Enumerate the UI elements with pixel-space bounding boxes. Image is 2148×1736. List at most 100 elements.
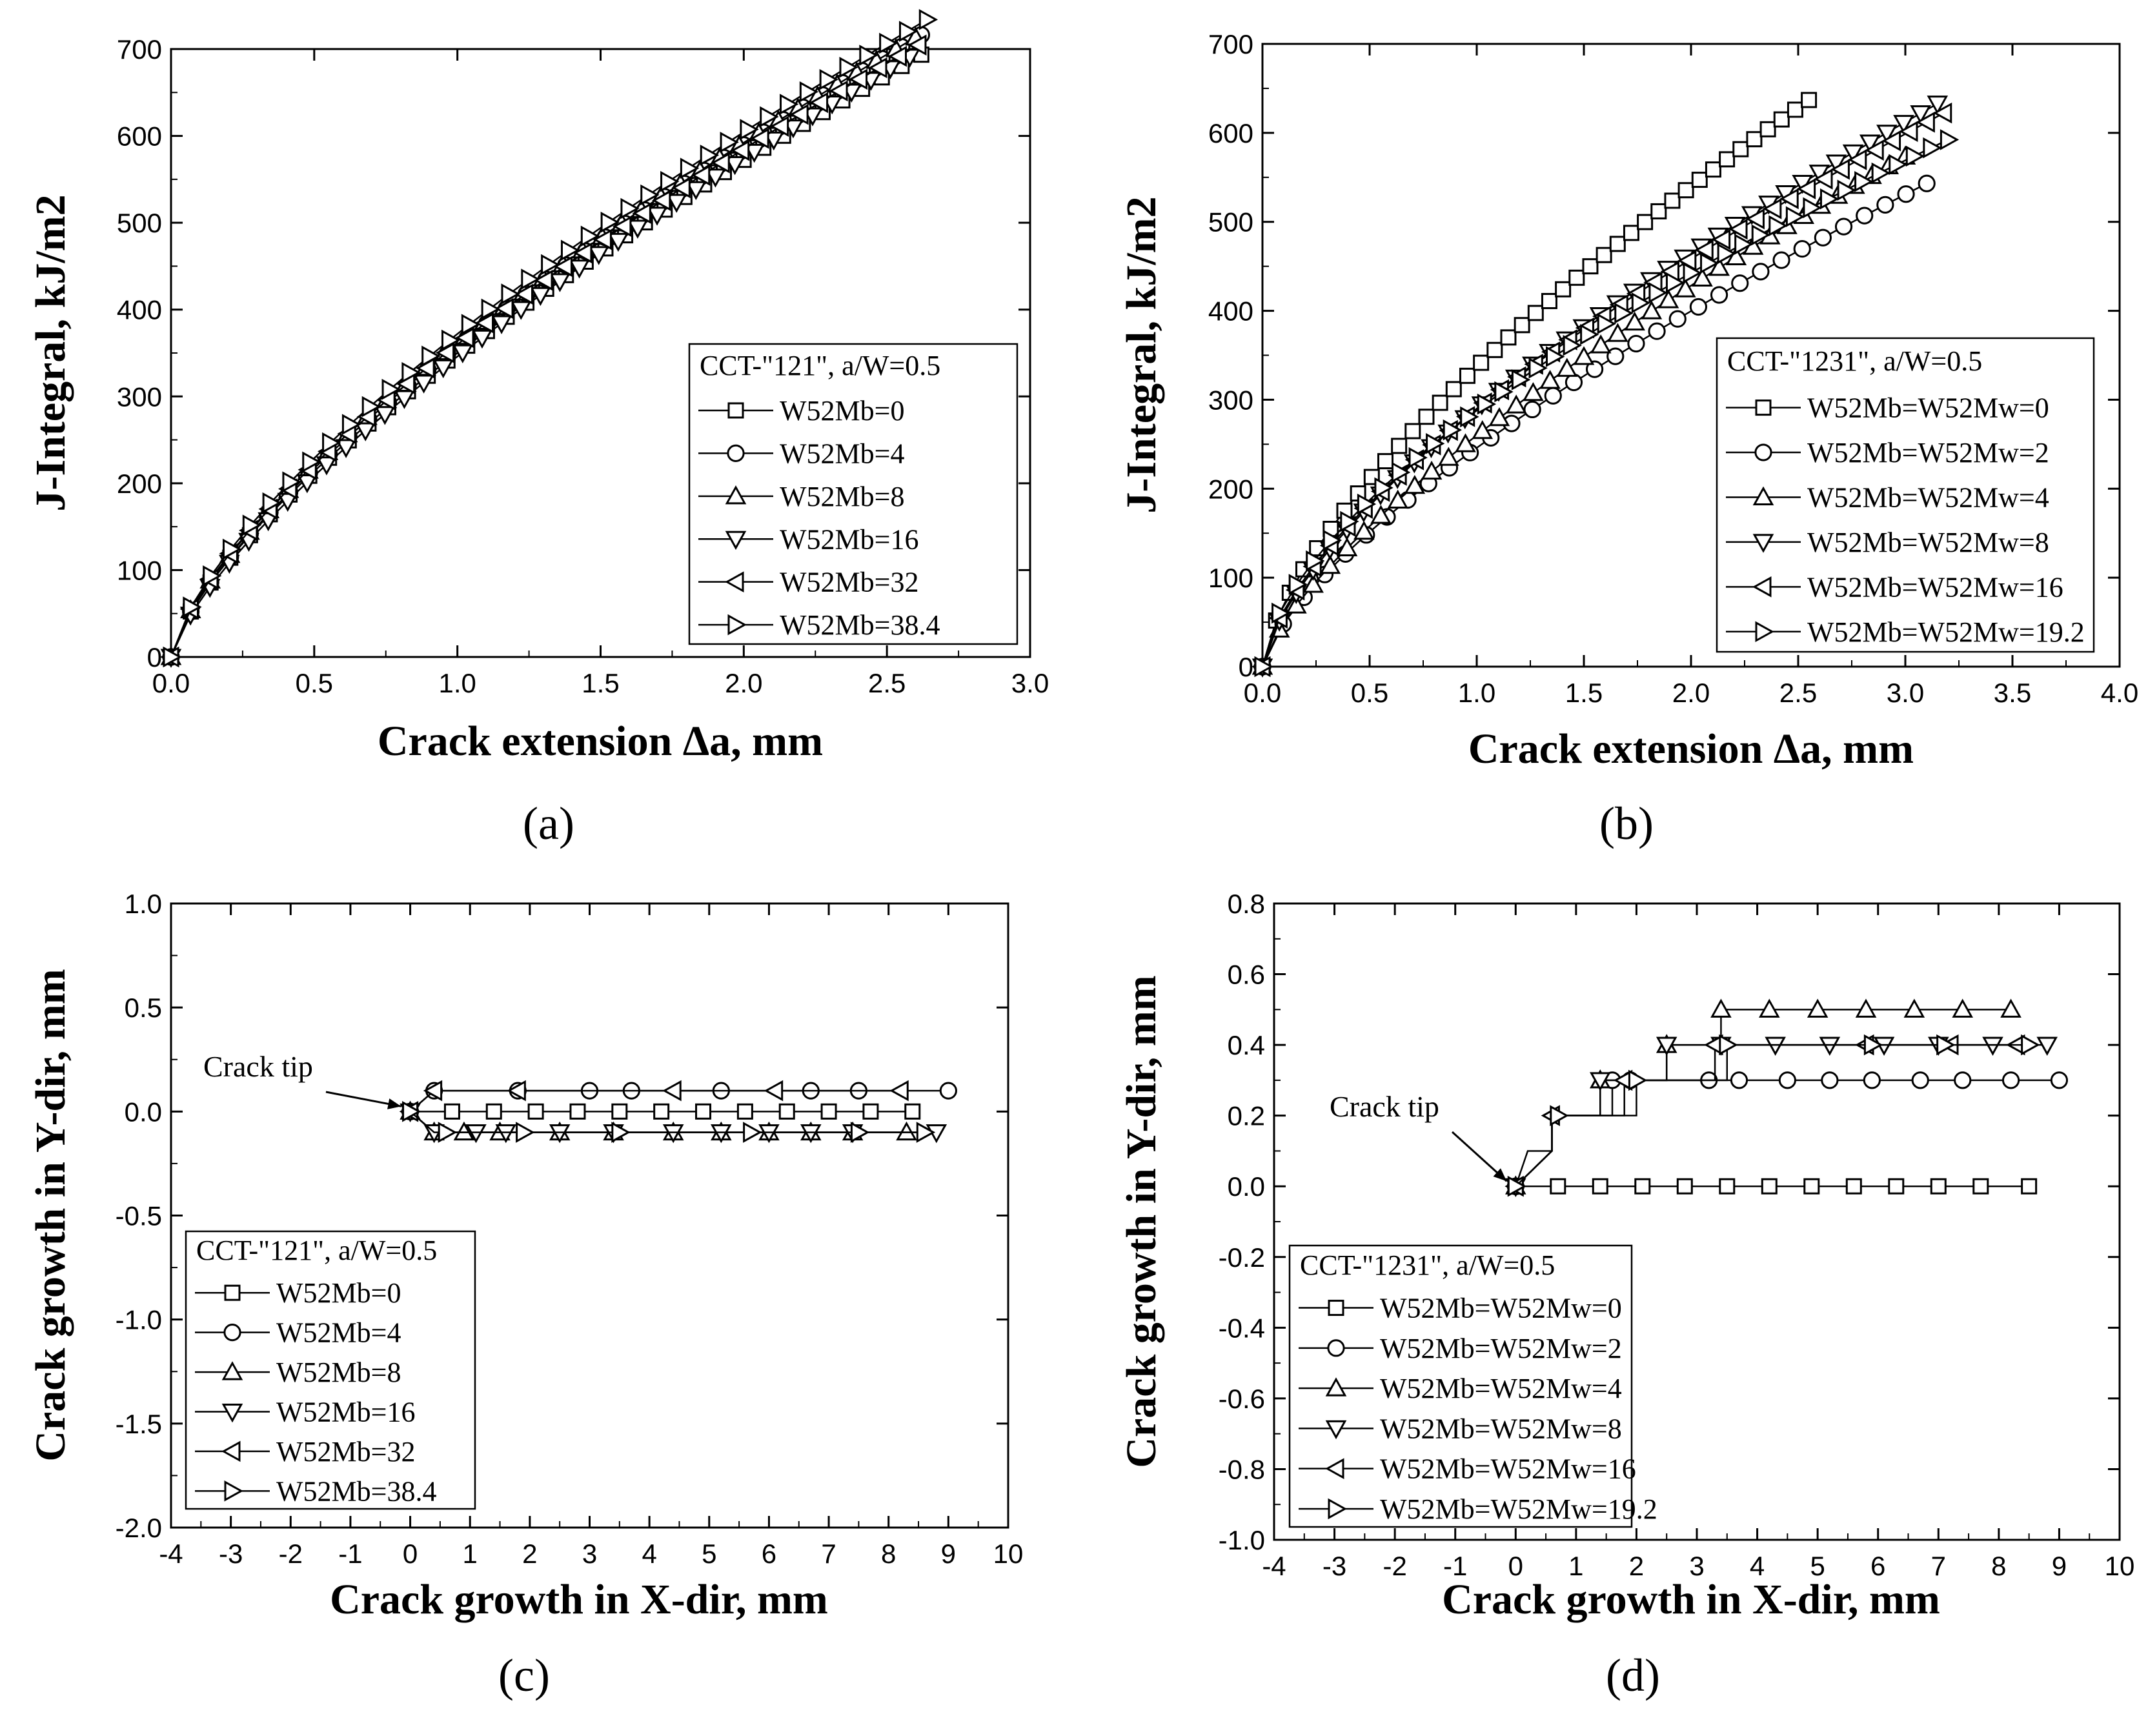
y-tick-label: 0.0: [125, 1096, 162, 1127]
data-point: [1286, 594, 1307, 614]
y-tick-label: 0.0: [1228, 1171, 1265, 1202]
data-point: [1719, 151, 1736, 168]
data-point: [1932, 102, 1952, 124]
data-point: [1657, 289, 1679, 308]
data-point: [2036, 1036, 2058, 1056]
data-point: [1677, 182, 1694, 199]
data-point: [530, 287, 551, 307]
chart-panel-b: 0.0 0.5 1.0 1.5 2.0 2.5 3.0 3.5 4.0 0 100 200 300 400…: [1118, 29, 2138, 849]
data-point: [1477, 393, 1497, 415]
data-point: [1731, 274, 1749, 292]
data-point: [569, 1103, 586, 1120]
data-point: [222, 538, 242, 560]
data-point: [516, 1122, 535, 1143]
legend-entry: W52Mb=0: [780, 395, 904, 427]
data-point: [724, 156, 745, 176]
data-point: [758, 1124, 780, 1144]
legend-entry: W52Mb=38.4: [780, 609, 940, 641]
data-point: [1596, 247, 1612, 263]
x-tick-label: 0.0: [152, 668, 190, 698]
data-point: [1859, 134, 1881, 154]
data-point: [1711, 228, 1731, 250]
data-point: [848, 68, 868, 90]
data-point: [494, 298, 514, 319]
x-tick-label: 9: [941, 1539, 956, 1569]
x-tick-label: -4: [1262, 1551, 1286, 1581]
data-point: [1863, 1071, 1881, 1089]
data-point: [573, 242, 593, 264]
legend-box: [688, 343, 1018, 645]
x-tick-label: 9: [2052, 1551, 2067, 1581]
y-tick-label: -0.6: [1219, 1384, 1265, 1414]
y-tick-label: 100: [117, 555, 162, 585]
data-point: [1725, 246, 1747, 265]
data-point: [1708, 257, 1730, 276]
data-point: [1803, 1178, 1820, 1195]
data-point: [1899, 121, 1918, 142]
data-point: [549, 273, 571, 292]
data-point: [1550, 1178, 1566, 1195]
data-point: [1871, 162, 1890, 184]
data-point: [1845, 1178, 1862, 1195]
crack-tip-annotation: Crack tip: [203, 1050, 313, 1083]
legend-marker: [725, 485, 747, 505]
data-point: [593, 228, 612, 250]
data-point: [1563, 334, 1582, 356]
x-tick-label: 1: [1568, 1551, 1583, 1581]
data-point: [1589, 1072, 1611, 1091]
data-point: [799, 81, 819, 103]
data-point: [438, 1122, 457, 1143]
x-axis-title: Crack growth in X-dir, mm: [330, 1576, 828, 1623]
data-point: [461, 314, 481, 336]
data-point: [1710, 286, 1728, 304]
data-point: [1322, 529, 1342, 551]
data-point: [1641, 300, 1663, 319]
x-tick-label: -1: [338, 1539, 362, 1569]
data-point: [1759, 121, 1776, 137]
data-point: [534, 270, 553, 291]
data-point: [485, 1103, 502, 1120]
legend-entry: W52Mb=32: [780, 567, 918, 598]
y-tick-label: 200: [117, 469, 162, 499]
x-tick-label: 0: [1508, 1551, 1523, 1581]
data-point: [1719, 1034, 1738, 1056]
legend-marker: [727, 402, 744, 419]
data-point: [1793, 239, 1811, 258]
data-point: [1683, 262, 1702, 284]
legend-marker: [1328, 1498, 1347, 1520]
series-line: [1515, 1044, 2029, 1187]
data-point: [394, 390, 415, 409]
data-point: [1772, 251, 1790, 269]
data-point: [789, 103, 809, 125]
data-point: [1758, 998, 1780, 1018]
x-tick-label: 8: [1991, 1551, 2006, 1581]
data-point: [481, 298, 501, 320]
data-point: [1745, 208, 1765, 230]
legend-marker: [725, 571, 744, 592]
data-point: [1459, 367, 1475, 384]
series-triangle-right: [402, 1101, 936, 1143]
data-point: [1438, 447, 1459, 466]
legend-entry: W52Mb=8: [276, 1357, 401, 1388]
y-tick-label: 0.6: [1228, 960, 1265, 990]
legend-entry: W52Mb=W52Mw=4: [1380, 1373, 1622, 1404]
data-point: [651, 190, 671, 211]
data-point: [613, 216, 632, 237]
data-point: [1796, 178, 1816, 199]
data-point: [1911, 1071, 1929, 1089]
data-point: [1550, 1105, 1569, 1126]
data-point: [1876, 196, 1894, 214]
data-point: [1426, 432, 1445, 454]
data-point: [611, 1122, 631, 1143]
legend-entry: W52Mb=W52Mw=0: [1380, 1293, 1622, 1324]
data-point: [1568, 269, 1585, 286]
data-point: [743, 1122, 762, 1143]
data-point: [1408, 447, 1428, 469]
legend-marker: [1327, 1339, 1345, 1357]
data-point: [750, 128, 769, 149]
data-point: [898, 21, 918, 42]
data-point: [1854, 170, 1874, 192]
legend-title: CCT-"121", a/W=0.5: [196, 1235, 437, 1266]
data-point: [730, 139, 750, 161]
